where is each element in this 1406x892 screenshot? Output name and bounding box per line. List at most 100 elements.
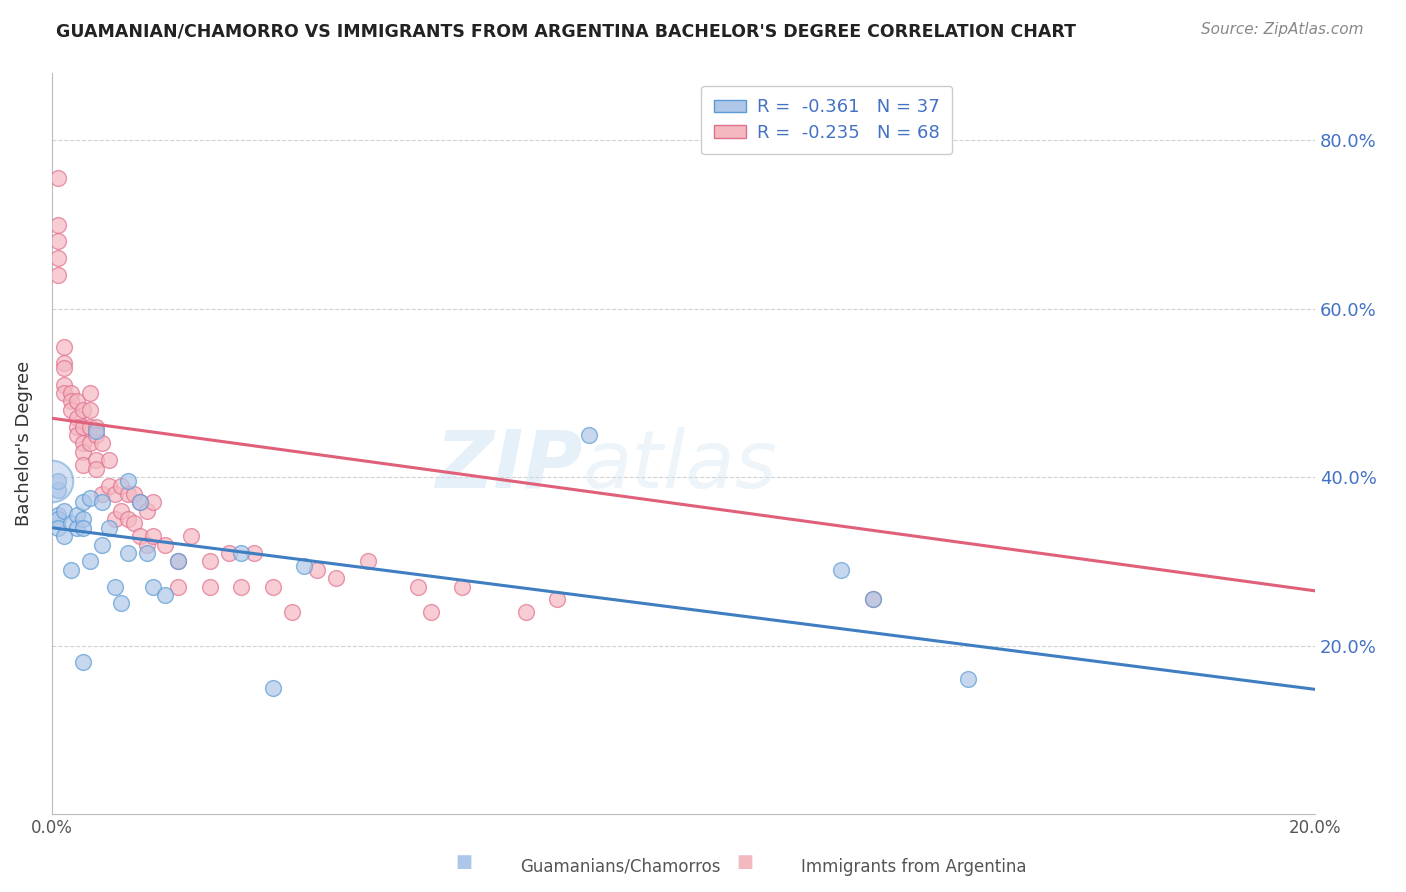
Text: ZIP: ZIP <box>434 426 582 505</box>
Point <box>325 571 347 585</box>
Point <box>117 512 139 526</box>
Point <box>294 558 316 573</box>
Text: Guamanians/Chamorros: Guamanians/Chamorros <box>520 858 721 876</box>
Point <box>262 580 284 594</box>
Point <box>97 521 120 535</box>
Point <box>110 597 132 611</box>
Point <box>406 580 429 594</box>
Point <box>53 340 76 354</box>
Point <box>66 411 89 425</box>
Text: Immigrants from Argentina: Immigrants from Argentina <box>801 858 1026 876</box>
Point <box>66 428 89 442</box>
Point <box>135 537 157 551</box>
Point <box>59 563 82 577</box>
Point <box>104 580 127 594</box>
Point <box>830 563 852 577</box>
Point <box>66 508 89 522</box>
Point <box>451 580 474 594</box>
Point <box>53 504 76 518</box>
Point <box>155 588 177 602</box>
Point <box>72 436 94 450</box>
Point <box>97 478 120 492</box>
Point <box>155 537 177 551</box>
Point <box>72 521 94 535</box>
Point <box>46 512 69 526</box>
Point <box>46 521 69 535</box>
Point <box>66 521 89 535</box>
Point <box>231 546 253 560</box>
Point <box>53 377 76 392</box>
Point <box>46 235 69 249</box>
Point <box>862 592 884 607</box>
Point <box>72 402 94 417</box>
Point <box>231 580 253 594</box>
Point <box>262 681 284 695</box>
Point <box>46 252 69 266</box>
Point <box>281 605 304 619</box>
Point <box>91 436 114 450</box>
Point <box>129 529 152 543</box>
Point <box>46 268 69 282</box>
Point <box>66 419 89 434</box>
Point <box>956 673 979 687</box>
Point <box>79 554 101 568</box>
Point <box>97 453 120 467</box>
Point <box>84 462 107 476</box>
Point <box>129 495 152 509</box>
Point <box>117 546 139 560</box>
Point <box>167 554 190 568</box>
Point <box>66 394 89 409</box>
Point <box>546 592 568 607</box>
Point <box>356 554 378 568</box>
Point <box>46 483 69 497</box>
Y-axis label: Bachelor's Degree: Bachelor's Degree <box>15 361 32 526</box>
Point <box>142 580 165 594</box>
Point <box>53 357 76 371</box>
Point <box>142 495 165 509</box>
Point <box>79 386 101 401</box>
Point <box>110 478 132 492</box>
Point <box>79 419 101 434</box>
Point <box>59 516 82 531</box>
Point <box>104 512 127 526</box>
Point <box>91 487 114 501</box>
Point <box>167 554 190 568</box>
Point <box>72 495 94 509</box>
Point <box>72 656 94 670</box>
Point <box>419 605 441 619</box>
Text: ■: ■ <box>737 854 754 871</box>
Text: atlas: atlas <box>582 426 778 505</box>
Point <box>122 487 145 501</box>
Point <box>142 529 165 543</box>
Point <box>72 419 94 434</box>
Point <box>53 529 76 543</box>
Point <box>129 495 152 509</box>
Point <box>91 537 114 551</box>
Point <box>84 424 107 438</box>
Point <box>104 487 127 501</box>
Point <box>198 554 221 568</box>
Point <box>79 436 101 450</box>
Point <box>307 563 329 577</box>
Point <box>117 487 139 501</box>
Point <box>79 402 101 417</box>
Point <box>59 386 82 401</box>
Point <box>72 458 94 472</box>
Point <box>41 475 63 489</box>
Point <box>198 580 221 594</box>
Point <box>515 605 537 619</box>
Point <box>84 428 107 442</box>
Point <box>91 495 114 509</box>
Text: GUAMANIAN/CHAMORRO VS IMMIGRANTS FROM ARGENTINA BACHELOR'S DEGREE CORRELATION CH: GUAMANIAN/CHAMORRO VS IMMIGRANTS FROM AR… <box>56 22 1076 40</box>
Point <box>84 419 107 434</box>
Point <box>46 218 69 232</box>
Point <box>862 592 884 607</box>
Point <box>122 516 145 531</box>
Point <box>79 491 101 506</box>
Point <box>135 504 157 518</box>
Point <box>84 453 107 467</box>
Point <box>578 428 600 442</box>
Point <box>59 394 82 409</box>
Point <box>218 546 240 560</box>
Point <box>72 445 94 459</box>
